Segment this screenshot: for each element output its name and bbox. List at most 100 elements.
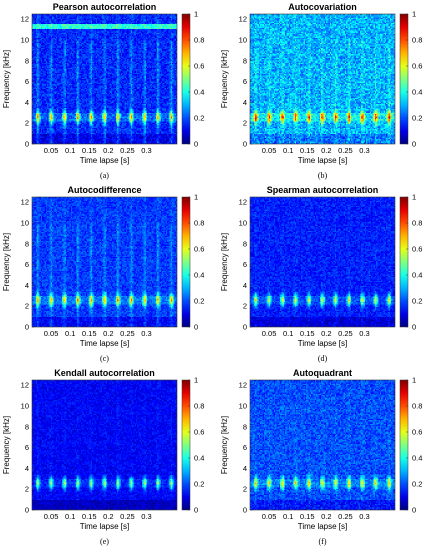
y-tick-label: 0 <box>243 140 247 149</box>
y-tick-label: 6 <box>243 443 247 452</box>
y-axis-label: Frequency [kHz] <box>220 233 229 291</box>
plot-area-frame <box>31 379 178 511</box>
colorbar-tick-label: 0.6 <box>412 428 422 437</box>
x-tick-label: 0.3 <box>359 146 369 155</box>
x-tick-label: 0.05 <box>262 146 277 155</box>
panel-caption: (a) <box>100 171 109 180</box>
colorbar-tick-label: 0.2 <box>412 297 422 306</box>
x-axis-label: Time lapse [s] <box>80 522 130 531</box>
colorbar-tick-label: 0.4 <box>194 271 204 280</box>
y-tick-label: 4 <box>243 281 247 290</box>
y-tick-label: 12 <box>21 15 29 24</box>
x-tick-label: 0.25 <box>338 329 353 338</box>
colorbar-tick-label: 0.6 <box>194 62 204 71</box>
panel-caption: (b) <box>318 171 328 180</box>
y-tick-label: 2 <box>243 119 247 128</box>
colorbar-tick-label: 0.2 <box>194 114 204 123</box>
y-axis-label: Frequency [kHz] <box>2 416 11 474</box>
colorbar-tick-label: 0.8 <box>194 219 204 228</box>
heatmap-chart-a: Pearson autocorrelation 0.05 0.1 0.15 0.2 0.2… <box>2 2 204 180</box>
colorbar-tick-label: 1 <box>412 10 416 19</box>
y-tick-label: 8 <box>25 239 29 248</box>
colorbar-tick-label: 0 <box>412 140 416 149</box>
x-tick-label: 0.15 <box>82 512 97 521</box>
colorbar-tick-label: 0 <box>412 323 416 332</box>
colorbar-tick-label: 0.8 <box>412 219 422 228</box>
x-tick-label: 0.15 <box>300 146 315 155</box>
y-tick-label: 12 <box>239 198 247 207</box>
colorbar-tick-label: 0.6 <box>412 62 422 71</box>
y-tick-label: 12 <box>21 198 29 207</box>
heatmap-image <box>32 380 177 510</box>
x-tick-label: 0.05 <box>262 512 277 521</box>
panel-caption: (c) <box>100 354 109 363</box>
panel-c: Autocodifference 0.05 0.1 0.15 0.2 0.25 0.3 0 2 4… <box>0 183 218 366</box>
colorbar-tick-label: 0.6 <box>412 245 422 254</box>
x-tick-label: 0.1 <box>283 329 293 338</box>
panel-d: Spearman autocorrelation 0.05 0.1 0.15 0.2 0.… <box>218 183 436 366</box>
colorbar-tick-label: 0.2 <box>412 480 422 489</box>
x-tick-label: 0.2 <box>321 329 331 338</box>
heatmap-image <box>32 197 177 327</box>
colorbar <box>181 13 191 145</box>
x-tick-label: 0.25 <box>120 329 135 338</box>
x-axis-label: Time lapse [s] <box>298 522 348 531</box>
x-tick-label: 0.3 <box>141 512 151 521</box>
colorbar-tick-label: 0 <box>194 140 198 149</box>
x-tick-label: 0.05 <box>44 146 59 155</box>
x-tick-label: 0.3 <box>359 512 369 521</box>
y-tick-label: 2 <box>25 302 29 311</box>
heatmap-image <box>32 14 177 144</box>
panel-f: Autoquadrant 0.05 0.1 0.15 0.2 0.25 0.3 0 2 4 6 8 10… <box>218 366 436 549</box>
y-tick-label: 8 <box>243 422 247 431</box>
colorbar <box>399 13 409 145</box>
colorbar-tick-label: 0 <box>194 506 198 515</box>
y-tick-label: 6 <box>243 77 247 86</box>
x-axis-label: Time lapse [s] <box>298 156 348 165</box>
y-tick-label: 0 <box>243 323 247 332</box>
x-tick-label: 0.25 <box>120 146 135 155</box>
y-tick-label: 10 <box>21 219 29 228</box>
y-tick-label: 10 <box>21 36 29 45</box>
panel-e: Kendall autocorrelation 0.05 0.1 0.15 0.2 0.2… <box>0 366 218 549</box>
chart-title: Autocovariation <box>288 2 357 12</box>
y-tick-label: 4 <box>25 98 29 107</box>
y-tick-label: 4 <box>25 281 29 290</box>
y-axis-label: Frequency [kHz] <box>2 233 11 291</box>
colorbar-tick-label: 1 <box>194 376 198 385</box>
x-tick-label: 0.05 <box>262 329 277 338</box>
colorbar-tick-label: 0.8 <box>412 402 422 411</box>
y-tick-label: 12 <box>239 15 247 24</box>
chart-title: Autoquadrant <box>293 368 352 378</box>
colorbar-tick-label: 0.6 <box>194 428 204 437</box>
y-tick-label: 0 <box>25 323 29 332</box>
chart-title: Pearson autocorrelation <box>53 2 157 12</box>
chart-title: Autocodifference <box>67 185 141 195</box>
y-tick-label: 10 <box>239 402 247 411</box>
y-tick-label: 6 <box>25 260 29 269</box>
colorbar-tick-label: 0.4 <box>412 454 422 463</box>
plot-area-frame <box>31 13 178 145</box>
x-tick-label: 0.15 <box>300 329 315 338</box>
y-tick-label: 8 <box>25 422 29 431</box>
chart-title: Spearman autocorrelation <box>267 185 379 195</box>
plot-area-frame <box>31 196 178 328</box>
x-tick-label: 0.1 <box>283 512 293 521</box>
colorbar <box>181 196 191 328</box>
plot-area-frame <box>249 379 396 511</box>
x-tick-label: 0.25 <box>338 512 353 521</box>
x-tick-label: 0.15 <box>82 146 97 155</box>
heatmap-image <box>250 380 395 510</box>
x-tick-label: 0.1 <box>65 329 75 338</box>
heatmap-image <box>250 14 395 144</box>
x-tick-label: 0.2 <box>321 146 331 155</box>
heatmap-chart-b: Autocovariation 0.05 0.1 0.15 0.2 0.25 0.3 0 2 4 6… <box>220 2 422 180</box>
x-tick-label: 0.05 <box>44 329 59 338</box>
x-tick-label: 0.2 <box>321 512 331 521</box>
y-tick-label: 0 <box>25 506 29 515</box>
colorbar-tick-label: 0 <box>412 506 416 515</box>
chart-title: Kendall autocorrelation <box>54 368 155 378</box>
y-tick-label: 10 <box>239 219 247 228</box>
panel-a: Pearson autocorrelation 0.05 0.1 0.15 0.2 0.2… <box>0 0 218 183</box>
